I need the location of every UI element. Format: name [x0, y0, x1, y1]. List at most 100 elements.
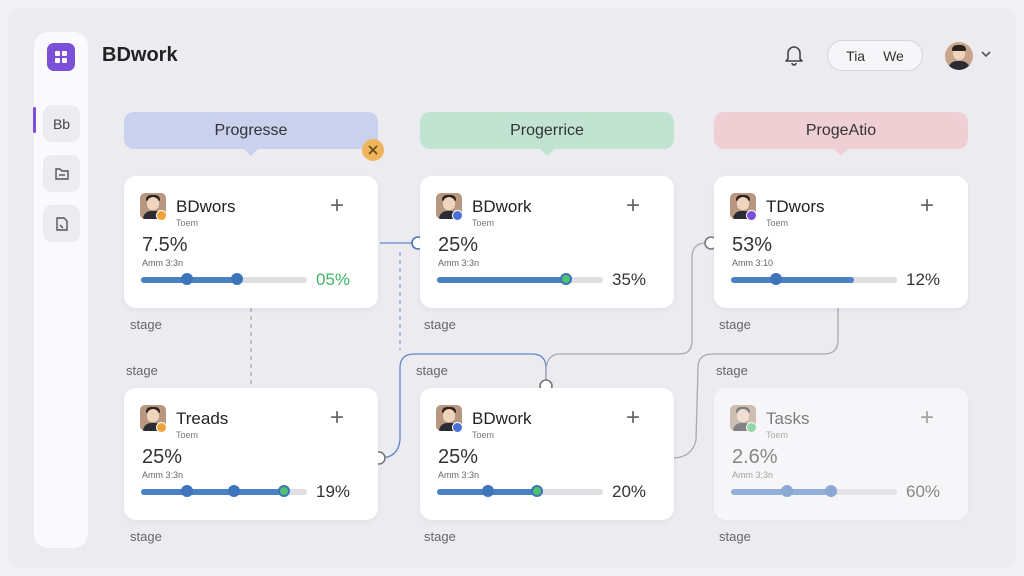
task-card[interactable]: BDwork Toem +25% Amm 3:3n 20%: [420, 388, 674, 520]
pill-item[interactable]: Tia: [846, 47, 866, 64]
add-icon[interactable]: +: [920, 404, 935, 431]
avatar: [730, 193, 756, 219]
progress-fill: [141, 489, 287, 495]
task-card[interactable]: TDwors Toem +53% Amm 3:10 12%: [714, 176, 968, 308]
task-card[interactable]: BDwors Toem +7.5% Amm 3:3n 05%: [124, 176, 378, 308]
board-icon: Bb: [52, 115, 71, 132]
column-header-3[interactable]: ProgeAtio: [714, 112, 968, 156]
chevron-down-icon[interactable]: [980, 49, 992, 59]
column-header-1[interactable]: Progresse: [124, 112, 378, 156]
progress-handle[interactable]: [825, 485, 837, 497]
add-icon[interactable]: +: [330, 192, 345, 219]
app-logo[interactable]: [47, 43, 75, 71]
app-title: BDwork: [102, 44, 178, 66]
card-title: Tasks: [766, 409, 810, 428]
sidebar-active-indicator: [33, 107, 36, 133]
task-card[interactable]: Tasks Toem +2.6% Amm 3:3n 60%: [714, 388, 968, 520]
card-percentage: 2.6%: [732, 446, 778, 468]
progress-fill: [437, 277, 566, 283]
status-badge: [746, 422, 757, 433]
card-subtitle: Toem: [766, 218, 789, 228]
stage-label: stage: [130, 529, 162, 544]
card-caption: Amm 3:3n: [438, 470, 480, 480]
stage-label: stage: [719, 317, 751, 332]
progress-handle[interactable]: [770, 273, 782, 285]
close-icon[interactable]: [362, 139, 384, 161]
card-percentage: 7.5%: [142, 234, 188, 256]
card-caption: Amm 3:3n: [438, 258, 480, 268]
stage-label: stage: [716, 363, 748, 378]
card-title: Treads: [176, 409, 229, 428]
progress-track[interactable]: [437, 485, 603, 497]
sidebar-item-document[interactable]: [43, 205, 80, 242]
progress-value: 19%: [316, 482, 351, 501]
card-caption: Amm 3:3n: [142, 470, 184, 480]
card-percentage: 25%: [438, 446, 479, 468]
stage-label: stage: [424, 529, 456, 544]
bell-icon[interactable]: [784, 44, 804, 66]
card-subtitle: Toem: [766, 430, 789, 440]
progress-value: 05%: [316, 270, 351, 289]
card-title: BDwork: [472, 197, 532, 216]
card-title: BDwork: [472, 409, 532, 428]
status-badge: [452, 422, 463, 433]
task-card[interactable]: BDwork Toem +25% Amm 3:3n 35%: [420, 176, 674, 308]
connector-line: [545, 242, 707, 386]
avatar: [140, 405, 166, 431]
status-badge: [156, 210, 167, 221]
progress-track[interactable]: [141, 273, 307, 285]
card-percentage: 25%: [142, 446, 183, 468]
connector-line: [671, 308, 839, 459]
folder-icon: [54, 167, 69, 180]
stage-label: stage: [126, 363, 158, 378]
workspace-switcher[interactable]: Tia We: [827, 40, 923, 71]
card-percentage: 25%: [438, 234, 479, 256]
progress-track[interactable]: [437, 273, 603, 285]
grid-icon: [55, 51, 67, 63]
progress-handle[interactable]: [482, 485, 494, 497]
stage-label: stage: [130, 317, 162, 332]
card-subtitle: Toem: [472, 218, 495, 228]
progress-handle[interactable]: [231, 273, 243, 285]
status-badge: [156, 422, 167, 433]
progress-value: 60%: [906, 482, 941, 501]
progress-handle[interactable]: [560, 273, 572, 285]
card-caption: Amm 3:3n: [732, 470, 774, 480]
card-title: BDwors: [176, 197, 236, 216]
card-subtitle: Toem: [472, 430, 495, 440]
progress-track[interactable]: [731, 273, 897, 285]
card-subtitle: Toem: [176, 218, 199, 228]
stage-label: stage: [416, 363, 448, 378]
stage-label: stage: [424, 317, 456, 332]
add-icon[interactable]: +: [330, 404, 345, 431]
pill-item[interactable]: We: [883, 47, 904, 64]
card-title: TDwors: [766, 197, 825, 216]
sidebar-item-board[interactable]: Bb: [43, 105, 80, 142]
add-icon[interactable]: +: [920, 192, 935, 219]
status-badge: [452, 210, 463, 221]
progress-track[interactable]: [141, 485, 307, 497]
card-percentage: 53%: [732, 234, 773, 256]
document-icon: [55, 216, 68, 231]
connector-line: [379, 353, 547, 459]
card-subtitle: Toem: [176, 430, 199, 440]
avatar[interactable]: [945, 42, 973, 70]
progress-handle[interactable]: [531, 485, 543, 497]
progress-handle[interactable]: [228, 485, 240, 497]
card-caption: Amm 3:3n: [142, 258, 184, 268]
progress-track[interactable]: [731, 485, 897, 497]
add-icon[interactable]: +: [626, 404, 641, 431]
progress-value: 12%: [906, 270, 941, 289]
status-badge: [746, 210, 757, 221]
progress-handle[interactable]: [278, 485, 290, 497]
progress-handle[interactable]: [181, 485, 193, 497]
progress-handle[interactable]: [181, 273, 193, 285]
progress-fill: [731, 277, 854, 283]
column-header-2[interactable]: Progerrice: [420, 112, 674, 156]
task-card[interactable]: Treads Toem +25% Amm 3:3n 19%: [124, 388, 378, 520]
add-icon[interactable]: +: [626, 192, 641, 219]
progress-value: 35%: [612, 270, 647, 289]
sidebar-item-folder[interactable]: [43, 155, 80, 192]
progress-handle[interactable]: [781, 485, 793, 497]
progress-value: 20%: [612, 482, 647, 501]
